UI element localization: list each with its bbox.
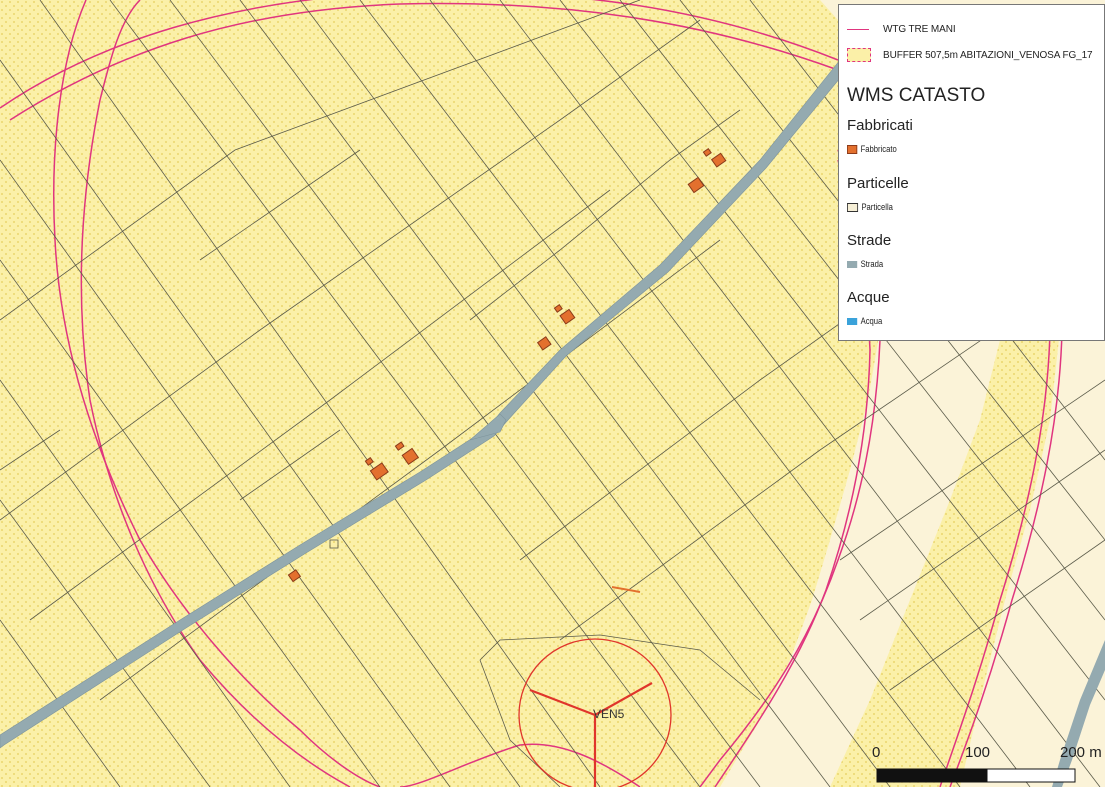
legend-label-fabbricato: Fabbricato [860,144,897,154]
particella-swatch-icon [847,202,859,212]
buffer-outlines [0,0,1063,787]
scale-label-0: 0 [872,744,881,761]
turbine-ven5-symbol [518,638,672,787]
legend-item-buffer: BUFFER 507,5m ABITAZIONI_VENOSA FG_17 [847,48,1093,62]
legend-label-strada: Strada [860,259,884,269]
buildings [287,147,727,583]
small-building [611,586,641,593]
legend-item-acqua: Acqua [847,316,882,326]
legend-group-strade: Strade [847,232,892,249]
turbine-ven5-label: VEN5 [593,707,625,721]
scale-bar [876,768,1076,783]
scale-label-100: 100 [965,744,991,761]
legend-item-fabbricato: Fabbricato [847,144,897,154]
water-strip [1052,640,1105,787]
legend-item-turbine: WTG TRE MANI [847,24,956,35]
legend-label-buffer: BUFFER 507,5m ABITAZIONI_VENOSA FG_17 [883,49,1093,61]
acqua-swatch-icon [847,317,858,325]
legend-group-acque: Acque [847,289,890,306]
legend-label-turbine: WTG TRE MANI [883,24,956,35]
buffer-fill [0,0,1060,787]
buffer-swatch-icon [847,48,871,62]
legend-item-particella: Particella [847,202,893,212]
legend-item-strada: Strada [847,259,883,269]
strada-swatch-icon [847,260,858,268]
buffer-outline-east [939,329,1063,787]
fabbricato-swatch-icon [847,144,858,154]
legend-group-fabbricati: Fabbricati [847,117,913,134]
buffer-outline-main [0,0,881,787]
map-legend: WTG TRE MANI BUFFER 507,5m ABITAZIONI_VE… [838,4,1105,341]
small-parcel [329,539,339,549]
legend-label-acqua: Acqua [860,316,883,326]
legend-wms-title: WMS CATASTO [847,85,986,106]
legend-label-particella: Particella [861,202,893,212]
legend-group-particelle: Particelle [847,175,909,192]
line-swatch-icon [847,29,869,30]
scale-label-200: 200 m [1060,744,1102,761]
